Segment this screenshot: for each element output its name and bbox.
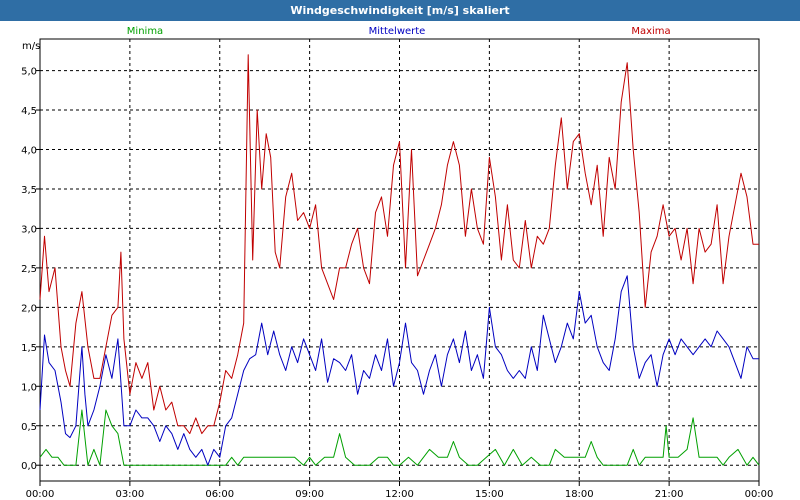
x-tick-time: 03:00: [115, 489, 144, 500]
legend-mittelwerte: Mittelwerte: [369, 26, 426, 37]
chart-canvas: 0,00,51,01,52,02,53,03,54,04,55,0 00:001…: [21, 26, 774, 500]
legend: Minima Mittelwerte Maxima: [127, 26, 671, 37]
y-axis-label: m/s: [22, 41, 40, 52]
y-tick-label: 3,0: [21, 224, 37, 235]
x-tick-time: 12:00: [385, 489, 414, 500]
x-tick-time: 00:00: [745, 489, 774, 500]
series-lines: [39, 54, 760, 466]
y-axis-ticks: 0,0 0,5 1,0 1,5 2,0 2,5 3,0 3,5 4,0 4,5 5,0: [21, 67, 40, 472]
chart-title: Windgeschwindigkeit [m/s] skaliert: [0, 0, 800, 21]
series-line-maxima: [39, 54, 759, 435]
y-tick-label: 2,0: [21, 303, 37, 314]
x-tick-time: 15:00: [475, 489, 504, 500]
legend-minima: Minima: [127, 26, 163, 37]
x-tick-time: 18:00: [565, 489, 594, 500]
y-tick-label: 1,0: [21, 382, 37, 393]
series-line-mittelwerte: [39, 275, 759, 466]
x-tick-time: 21:00: [655, 489, 684, 500]
x-tick-time: 00:00: [26, 489, 55, 500]
series-line-minima: [39, 409, 760, 466]
y-tick-label: 0,5: [21, 422, 37, 433]
legend-maxima: Maxima: [631, 26, 670, 37]
y-tick-label: 5,0: [21, 67, 37, 78]
y-tick-label: 4,0: [21, 146, 37, 157]
y-tick-label: 4,5: [21, 106, 37, 117]
y-tick-label: 0,0: [21, 461, 37, 472]
y-tick-label: 3,5: [21, 185, 37, 196]
x-axis-ticks: 00:0014.09.2203:0014.09.2206:0014.09.220…: [26, 481, 774, 500]
y-tick-label: 2,5: [21, 264, 37, 275]
x-tick-time: 06:00: [205, 489, 234, 500]
x-tick-time: 09:00: [295, 489, 324, 500]
y-tick-label: 1,5: [21, 343, 37, 354]
grid: [40, 39, 759, 481]
